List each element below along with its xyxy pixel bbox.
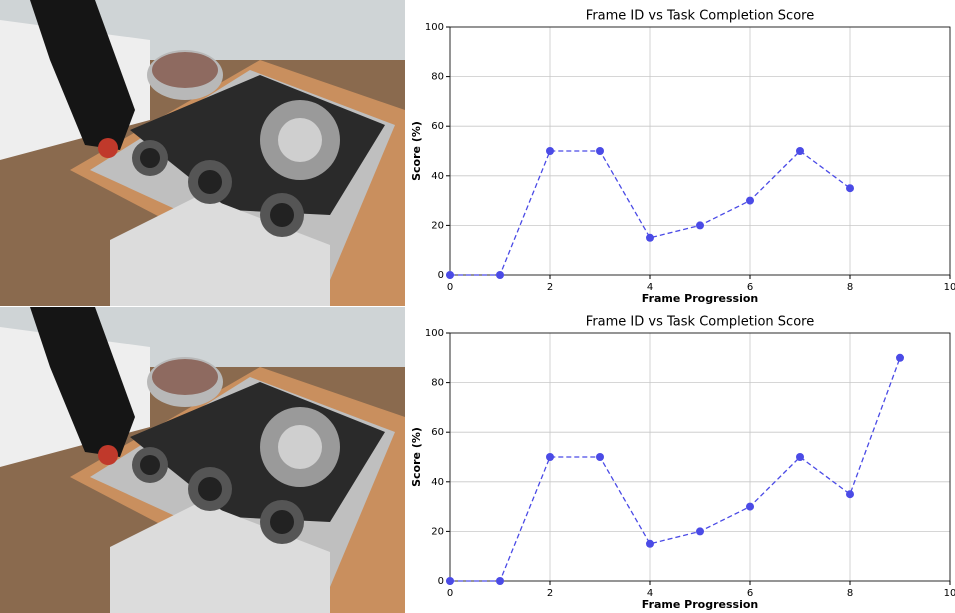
y-tick-label: 100	[425, 22, 444, 33]
x-tick-label: 6	[747, 588, 753, 599]
data-point	[746, 502, 754, 511]
x-axis-label: Frame Progression	[642, 292, 758, 305]
data-point	[696, 527, 704, 536]
y-tick-label: 40	[431, 171, 444, 182]
camera-frame	[0, 307, 405, 613]
x-tick-label: 10	[944, 282, 955, 293]
x-tick-label: 2	[547, 588, 553, 599]
y-tick-label: 20	[431, 220, 444, 231]
data-point	[796, 147, 804, 155]
plot-frame	[449, 332, 951, 582]
chart-title: Frame ID vs Task Completion Score	[586, 9, 814, 24]
data-point	[746, 196, 754, 205]
y-tick-label: 80	[431, 378, 444, 389]
data-point	[646, 539, 654, 548]
data-line	[450, 357, 901, 582]
x-axis-label: Frame Progression	[642, 598, 758, 611]
x-tick-label: 4	[647, 282, 653, 293]
chart-title: Frame ID vs Task Completion Score	[586, 315, 814, 330]
data-point	[846, 490, 854, 499]
camera-frame	[0, 0, 405, 306]
x-tick-label: 2	[547, 282, 553, 293]
data-point	[696, 221, 704, 230]
y-tick-label: 20	[431, 526, 444, 537]
y-tick-label: 100	[425, 328, 444, 339]
y-tick-label: 60	[431, 121, 444, 132]
x-tick-label: 8	[847, 282, 853, 293]
x-tick-label: 4	[647, 588, 653, 599]
data-point	[496, 577, 504, 585]
x-tick-label: 0	[447, 282, 453, 293]
data-line	[450, 150, 851, 276]
data-point	[796, 453, 804, 461]
y-axis-label: Score (%)	[410, 121, 423, 181]
data-point	[596, 453, 604, 461]
y-tick-label: 0	[438, 270, 444, 281]
data-point	[446, 271, 454, 279]
plot-frame	[449, 26, 951, 276]
data-point	[446, 577, 454, 585]
data-point	[896, 353, 904, 362]
x-tick-label: 8	[847, 588, 853, 599]
x-tick-label: 6	[747, 282, 753, 293]
x-tick-label: 10	[944, 588, 955, 599]
y-tick-label: 0	[438, 576, 444, 587]
data-point	[546, 147, 554, 155]
y-tick-label: 80	[431, 72, 444, 83]
data-point	[596, 147, 604, 155]
x-tick-label: 0	[447, 588, 453, 599]
data-point	[846, 184, 854, 193]
y-tick-label: 40	[431, 477, 444, 488]
y-tick-label: 60	[431, 427, 444, 438]
data-point	[646, 233, 654, 242]
data-point	[546, 453, 554, 461]
data-point	[496, 271, 504, 279]
y-axis-label: Score (%)	[410, 427, 423, 487]
